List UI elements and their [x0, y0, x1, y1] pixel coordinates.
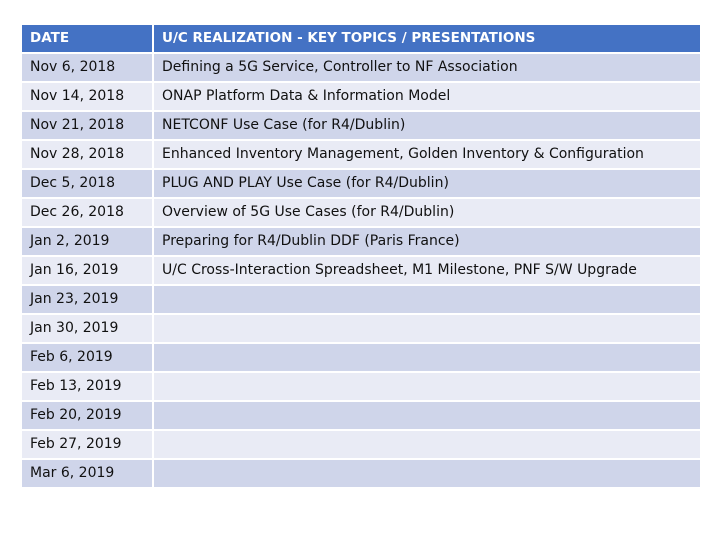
table-row: Jan 23, 2019	[22, 286, 700, 313]
date-cell: Feb 6, 2019	[22, 344, 152, 371]
topic-cell: Overview of 5G Use Cases (for R4/Dublin)	[154, 199, 700, 226]
table-row: Jan 16, 2019 U/C Cross-Interaction Sprea…	[22, 257, 700, 284]
table-row: Jan 30, 2019	[22, 315, 700, 342]
table-row: Nov 14, 2018 ONAP Platform Data & Inform…	[22, 83, 700, 110]
table-row: Feb 20, 2019	[22, 402, 700, 429]
date-cell: Jan 30, 2019	[22, 315, 152, 342]
topic-cell: U/C Cross-Interaction Spreadsheet, M1 Mi…	[154, 257, 700, 284]
table-row: Nov 6, 2018 Defining a 5G Service, Contr…	[22, 54, 700, 81]
date-cell: Jan 16, 2019	[22, 257, 152, 284]
topic-cell: PLUG AND PLAY Use Case (for R4/Dublin)	[154, 170, 700, 197]
date-cell: Nov 6, 2018	[22, 54, 152, 81]
table-row: Dec 5, 2018 PLUG AND PLAY Use Case (for …	[22, 170, 700, 197]
topic-cell	[154, 402, 700, 429]
table-row: Feb 13, 2019	[22, 373, 700, 400]
topic-cell: Defining a 5G Service, Controller to NF …	[154, 54, 700, 81]
topic-cell	[154, 344, 700, 371]
date-cell: Jan 2, 2019	[22, 228, 152, 255]
topic-cell: ONAP Platform Data & Information Model	[154, 83, 700, 110]
date-cell: Jan 23, 2019	[22, 286, 152, 313]
topic-cell	[154, 460, 700, 487]
topic-cell	[154, 431, 700, 458]
topic-cell	[154, 373, 700, 400]
date-cell: Feb 20, 2019	[22, 402, 152, 429]
topic-cell: Enhanced Inventory Management, Golden In…	[154, 141, 700, 168]
date-cell: Nov 28, 2018	[22, 141, 152, 168]
table-row: Feb 6, 2019	[22, 344, 700, 371]
schedule-table: DATE U/C REALIZATION - KEY TOPICS / PRES…	[20, 23, 702, 489]
date-cell: Dec 26, 2018	[22, 199, 152, 226]
date-cell: Dec 5, 2018	[22, 170, 152, 197]
topic-cell: NETCONF Use Case (for R4/Dublin)	[154, 112, 700, 139]
topic-cell	[154, 286, 700, 313]
date-cell: Feb 27, 2019	[22, 431, 152, 458]
table-row: Nov 28, 2018 Enhanced Inventory Manageme…	[22, 141, 700, 168]
date-cell: Nov 14, 2018	[22, 83, 152, 110]
date-cell: Nov 21, 2018	[22, 112, 152, 139]
date-cell: Mar 6, 2019	[22, 460, 152, 487]
table-row: Mar 6, 2019	[22, 460, 700, 487]
table-row: Nov 21, 2018 NETCONF Use Case (for R4/Du…	[22, 112, 700, 139]
date-cell: Feb 13, 2019	[22, 373, 152, 400]
topic-cell: Preparing for R4/Dublin DDF (Paris Franc…	[154, 228, 700, 255]
table-header-row: DATE U/C REALIZATION - KEY TOPICS / PRES…	[22, 25, 700, 52]
table-row: Jan 2, 2019 Preparing for R4/Dublin DDF …	[22, 228, 700, 255]
header-date: DATE	[22, 25, 152, 52]
topic-cell	[154, 315, 700, 342]
header-topics: U/C REALIZATION - KEY TOPICS / PRESENTAT…	[154, 25, 700, 52]
table-row: Dec 26, 2018 Overview of 5G Use Cases (f…	[22, 199, 700, 226]
table-row: Feb 27, 2019	[22, 431, 700, 458]
